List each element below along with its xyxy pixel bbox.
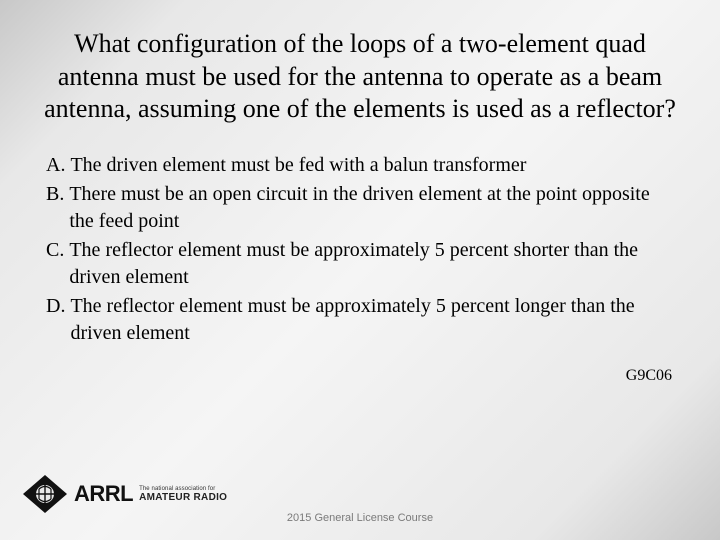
option-text: The driven element must be fed with a ba…: [70, 152, 678, 179]
option-c: C. The reflector element must be approxi…: [46, 237, 678, 291]
question-id: G9C06: [42, 367, 678, 385]
tagline-big: AMATEUR RADIO: [139, 493, 227, 503]
arrl-tagline: The national association for AMATEUR RAD…: [139, 486, 227, 503]
arrl-diamond-icon: [22, 474, 68, 514]
option-text: There must be an open circuit in the dri…: [69, 181, 678, 235]
option-a: A. The driven element must be fed with a…: [46, 152, 678, 179]
option-d: D. The reflector element must be approxi…: [46, 293, 678, 347]
slide: What configuration of the loops of a two…: [0, 0, 720, 540]
option-text: The reflector element must be approximat…: [69, 237, 678, 291]
option-text: The reflector element must be approximat…: [70, 293, 678, 347]
tagline-small: The national association for: [139, 486, 227, 492]
question-text: What configuration of the loops of a two…: [42, 28, 678, 126]
option-letter: A.: [46, 152, 70, 179]
option-letter: B.: [46, 181, 69, 235]
options-list: A. The driven element must be fed with a…: [42, 152, 678, 349]
arrl-logo: ARRL The national association for AMATEU…: [22, 474, 227, 514]
option-b: B. There must be an open circuit in the …: [46, 181, 678, 235]
option-letter: C.: [46, 237, 69, 291]
arrl-wordmark: ARRL: [74, 481, 133, 507]
option-letter: D.: [46, 293, 70, 347]
footer-text: 2015 General License Course: [0, 512, 720, 524]
